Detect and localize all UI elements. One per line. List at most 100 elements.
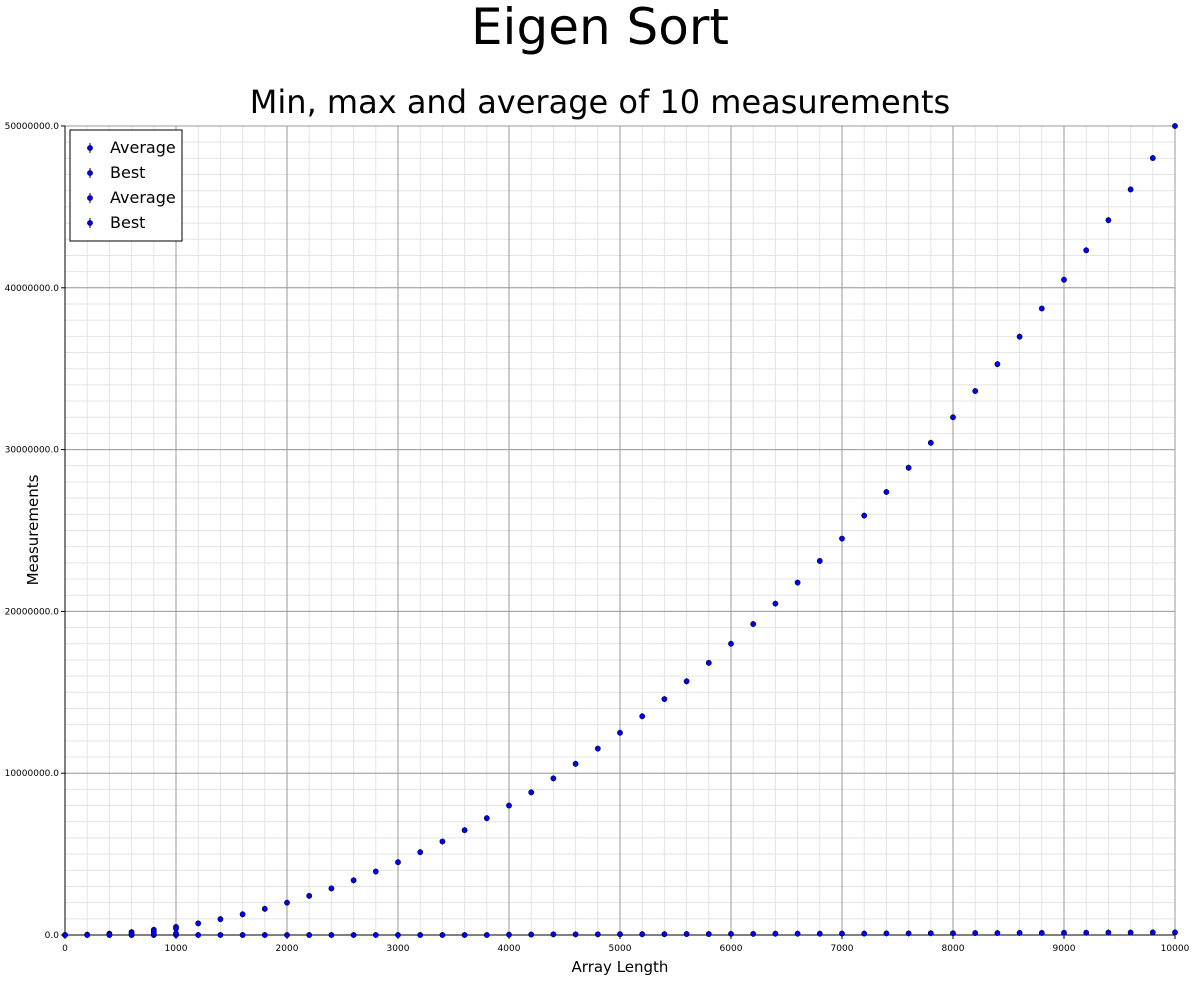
marker	[972, 388, 979, 394]
data-point	[372, 868, 379, 875]
data-point	[150, 930, 157, 937]
data-point	[1038, 929, 1045, 936]
data-point	[506, 931, 512, 938]
marker	[128, 932, 135, 938]
marker	[306, 892, 313, 899]
data-point	[284, 932, 290, 938]
marker	[883, 930, 890, 937]
data-point	[417, 849, 424, 856]
marker	[927, 930, 934, 937]
data-point	[927, 930, 934, 937]
marker	[328, 932, 335, 938]
legend-marker	[87, 195, 93, 201]
x-axis-label: Array Length	[572, 958, 669, 976]
data-point	[350, 932, 357, 938]
data-point	[994, 930, 1001, 937]
marker	[550, 931, 557, 938]
legend-label: Best	[110, 163, 145, 182]
marker	[617, 931, 623, 938]
legend-item: Average	[87, 188, 176, 207]
marker	[572, 760, 579, 767]
legend-item: Best	[87, 213, 145, 232]
data-point	[395, 932, 401, 938]
marker	[816, 558, 823, 564]
data-point	[839, 535, 845, 542]
data-point	[483, 815, 490, 822]
marker	[1038, 305, 1045, 312]
y-axis-label: Measurements	[24, 474, 42, 585]
marker	[661, 696, 668, 702]
data-point	[1105, 929, 1112, 936]
marker	[772, 600, 779, 607]
marker	[683, 931, 690, 937]
y-tick-label: 10000000.0	[5, 769, 60, 779]
marker	[284, 932, 290, 938]
data-point	[617, 729, 623, 736]
y-tick-label: 0.0	[45, 931, 60, 941]
marker	[483, 815, 490, 822]
data-point	[550, 775, 557, 782]
data-point	[195, 920, 202, 927]
marker	[594, 931, 601, 938]
marker	[905, 464, 912, 471]
marker	[728, 640, 734, 647]
marker	[1172, 929, 1178, 936]
data-point	[661, 696, 668, 703]
marker	[905, 930, 912, 937]
marker	[994, 930, 1001, 936]
data-point	[106, 932, 113, 938]
data-point	[639, 713, 646, 720]
legend-item: Best	[87, 163, 145, 182]
data-point	[1083, 247, 1090, 254]
data-point	[217, 932, 224, 938]
y-axis-ticks: 0.0 10000000.0 20000000.0 30000000.0 4000000…	[5, 122, 65, 941]
data-point	[439, 838, 446, 845]
marker	[794, 930, 801, 937]
marker	[750, 930, 757, 937]
marker	[439, 932, 446, 938]
marker	[528, 789, 535, 796]
data-point	[794, 579, 801, 586]
marker	[1149, 929, 1156, 936]
data-point	[661, 931, 668, 938]
data-point	[528, 931, 535, 938]
data-point	[1172, 929, 1178, 936]
data-point	[617, 931, 623, 938]
data-point	[728, 640, 734, 647]
marker	[661, 931, 668, 938]
marker	[1105, 929, 1112, 936]
legend-label: Average	[110, 188, 176, 207]
marker	[239, 932, 246, 938]
marker	[506, 931, 512, 938]
data-point	[350, 877, 357, 884]
data-point	[594, 931, 601, 938]
marker	[950, 414, 956, 421]
data-point	[461, 932, 468, 938]
data-point	[905, 930, 912, 937]
marker	[683, 678, 690, 685]
data-point	[372, 932, 379, 938]
data-point	[950, 930, 956, 937]
marker	[839, 535, 845, 542]
marker	[861, 512, 868, 519]
marker	[417, 932, 424, 938]
data-point	[62, 932, 68, 938]
data-point	[328, 885, 335, 892]
data-point	[461, 827, 468, 834]
data-point	[261, 905, 268, 912]
data-point	[439, 932, 446, 938]
marker	[1061, 929, 1067, 936]
marker	[1016, 333, 1023, 340]
marker	[728, 930, 734, 937]
data-point	[772, 930, 779, 937]
data-point	[195, 932, 202, 938]
data-point	[839, 930, 845, 937]
marker	[927, 439, 934, 446]
y-tick-label: 40000000.0	[5, 284, 60, 294]
legend-label: Average	[110, 138, 176, 157]
x-axis-ticks: 0 1000 2000 3000 4000 5000 6000 7000 8000 9000 100…	[62, 935, 1190, 954]
marker	[173, 925, 179, 932]
data-point	[173, 930, 179, 937]
marker	[1038, 929, 1045, 936]
data-point	[572, 931, 579, 938]
